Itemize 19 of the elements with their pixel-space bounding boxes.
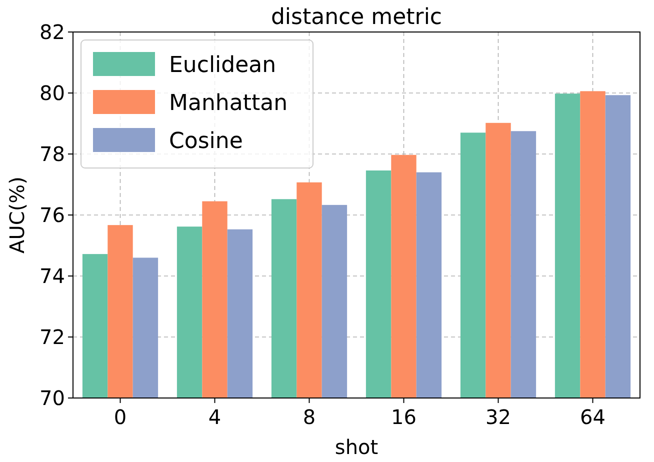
x-tick-label: 16 [391, 405, 416, 429]
x-tick-label: 8 [302, 405, 316, 429]
y-tick-label: 74 [40, 264, 65, 288]
chart-title: distance metric [270, 5, 442, 30]
y-tick-label: 76 [40, 203, 65, 227]
legend-label: Manhattan [169, 91, 288, 116]
y-tick-label: 78 [40, 142, 65, 166]
x-tick-label: 0 [114, 405, 127, 429]
y-tick-label: 72 [40, 325, 65, 349]
y-tick-label: 82 [40, 20, 65, 44]
y-tick-label: 80 [40, 81, 65, 105]
x-tick-label: 32 [486, 405, 511, 429]
legend-label: Cosine [169, 129, 243, 154]
legend-label: Euclidean [169, 53, 276, 78]
y-axis-title: AUC(%) [5, 176, 29, 254]
y-tick-label: 70 [40, 386, 65, 410]
x-tick-label: 4 [208, 405, 222, 429]
x-tick-label: 64 [580, 405, 606, 429]
x-axis-title: shot [334, 435, 378, 459]
